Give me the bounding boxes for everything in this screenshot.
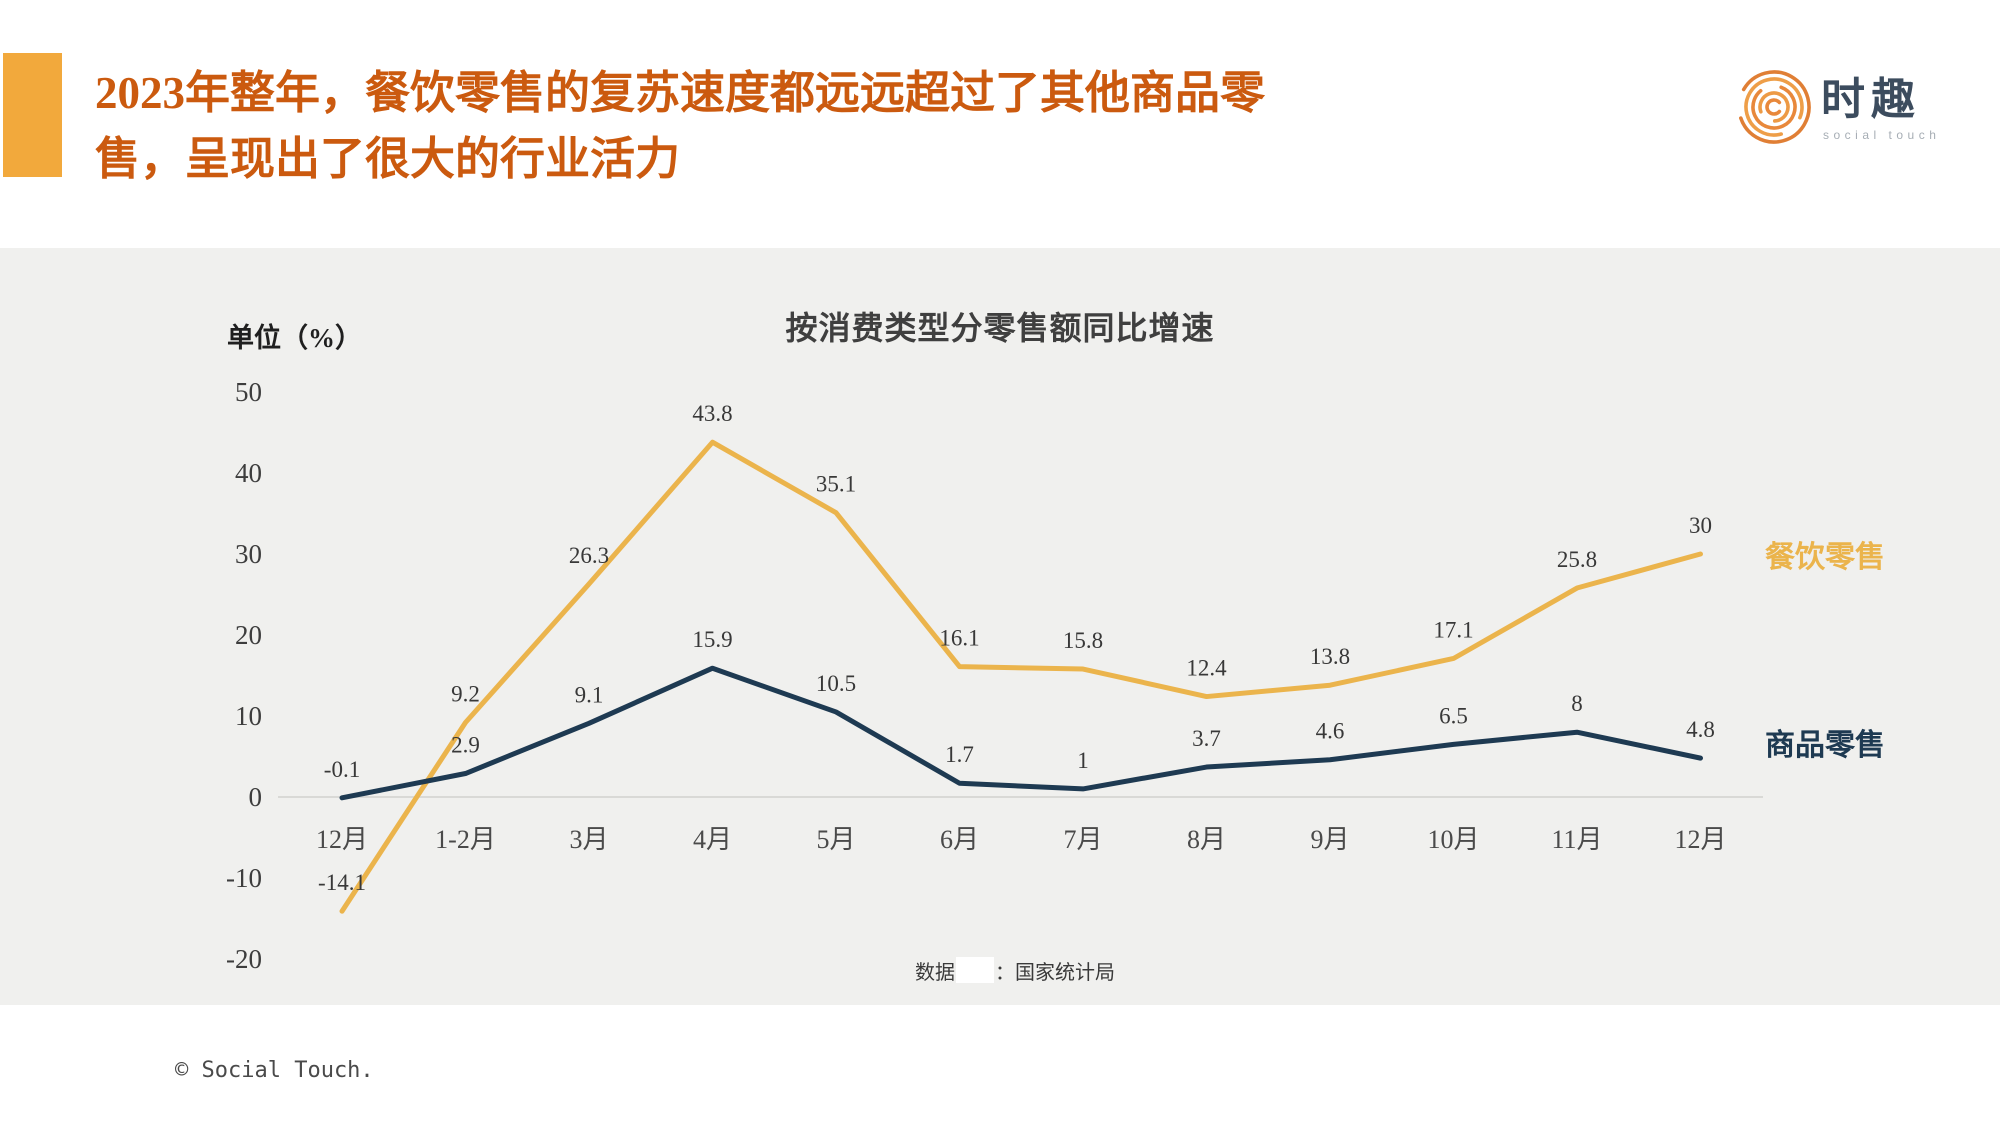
x-category-label: 8月 <box>1187 825 1226 854</box>
y-tick-label: -10 <box>226 863 262 893</box>
x-category-label: 4月 <box>693 825 732 854</box>
x-category-label: 12月 <box>316 825 368 854</box>
data-point-label: 26.3 <box>569 543 609 568</box>
data-point-label: 35.1 <box>816 472 856 497</box>
data-point-label: -14.1 <box>318 870 366 895</box>
data-point-label: 15.9 <box>692 627 732 652</box>
y-tick-label: 40 <box>235 458 262 488</box>
data-point-label: 8 <box>1571 691 1583 716</box>
x-category-label: 11月 <box>1551 825 1602 854</box>
data-point-label: 12.4 <box>1186 656 1227 681</box>
data-point-label: 13.8 <box>1310 644 1350 669</box>
legend-label-0: 餐饮零售 <box>1765 541 1885 574</box>
x-category-label: 6月 <box>940 825 979 854</box>
data-point-label: 16.1 <box>939 626 979 651</box>
y-tick-label: 0 <box>249 782 263 812</box>
data-point-label: 30 <box>1689 513 1712 538</box>
logo-subtitle: social touch <box>1823 128 1941 142</box>
copyright-footer: © Social Touch. <box>175 1058 374 1083</box>
data-point-label: 1.7 <box>945 742 974 767</box>
x-category-label: 5月 <box>816 825 855 854</box>
data-point-label: 4.6 <box>1316 719 1345 744</box>
y-axis-unit-label: 单位（%） <box>227 323 362 353</box>
redaction-box <box>956 957 994 983</box>
chart-background-band <box>0 248 2000 1005</box>
data-point-label: 43.8 <box>692 401 732 426</box>
data-point-label: 4.8 <box>1686 717 1715 742</box>
x-category-label: 1-2月 <box>435 825 496 854</box>
x-category-label: 7月 <box>1063 825 1102 854</box>
slide-title: 2023年整年，餐饮零售的复苏速度都远远超过了其他商品零售，呈现出了很大的行业活… <box>95 68 1266 184</box>
y-tick-label: 20 <box>235 620 262 650</box>
x-category-label: 10月 <box>1427 825 1479 854</box>
x-category-label: 12月 <box>1674 825 1726 854</box>
chart-title: 按消费类型分零售额同比增速 <box>785 310 1215 346</box>
data-point-label: -0.1 <box>324 757 360 782</box>
series-line-0 <box>339 439 1703 914</box>
social-touch-logo: 时趣 social touch <box>1733 62 1973 152</box>
y-tick-label: 30 <box>235 539 262 569</box>
series-line-1 <box>339 665 1703 801</box>
logo-rings-icon <box>1737 70 1811 144</box>
y-tick-label: 10 <box>235 701 262 731</box>
data-point-label: 25.8 <box>1557 547 1597 572</box>
data-point-label: 10.5 <box>816 671 856 696</box>
data-point-label: 17.1 <box>1433 617 1473 642</box>
data-point-label: 9.1 <box>575 682 604 707</box>
source-text: ：国家统计局 <box>995 961 1115 984</box>
logo-wordmark: 时趣 <box>1821 75 1921 124</box>
y-tick-label: 50 <box>235 377 262 407</box>
accent-square <box>3 53 62 177</box>
x-category-label: 9月 <box>1310 825 1349 854</box>
data-point-label: 9.2 <box>451 681 480 706</box>
data-point-label: 6.5 <box>1439 703 1468 728</box>
x-category-label: 3月 <box>569 825 608 854</box>
data-point-label: 1 <box>1077 748 1089 773</box>
data-point-label: 2.9 <box>451 733 480 758</box>
legend-label-1: 商品零售 <box>1765 729 1885 762</box>
source-prefix: 数据 <box>915 961 955 984</box>
data-source-line: 数据 ：国家统计局 <box>915 955 1115 985</box>
data-point-label: 3.7 <box>1192 726 1221 751</box>
data-point-label: 15.8 <box>1063 628 1103 653</box>
y-tick-label: -20 <box>226 944 262 974</box>
